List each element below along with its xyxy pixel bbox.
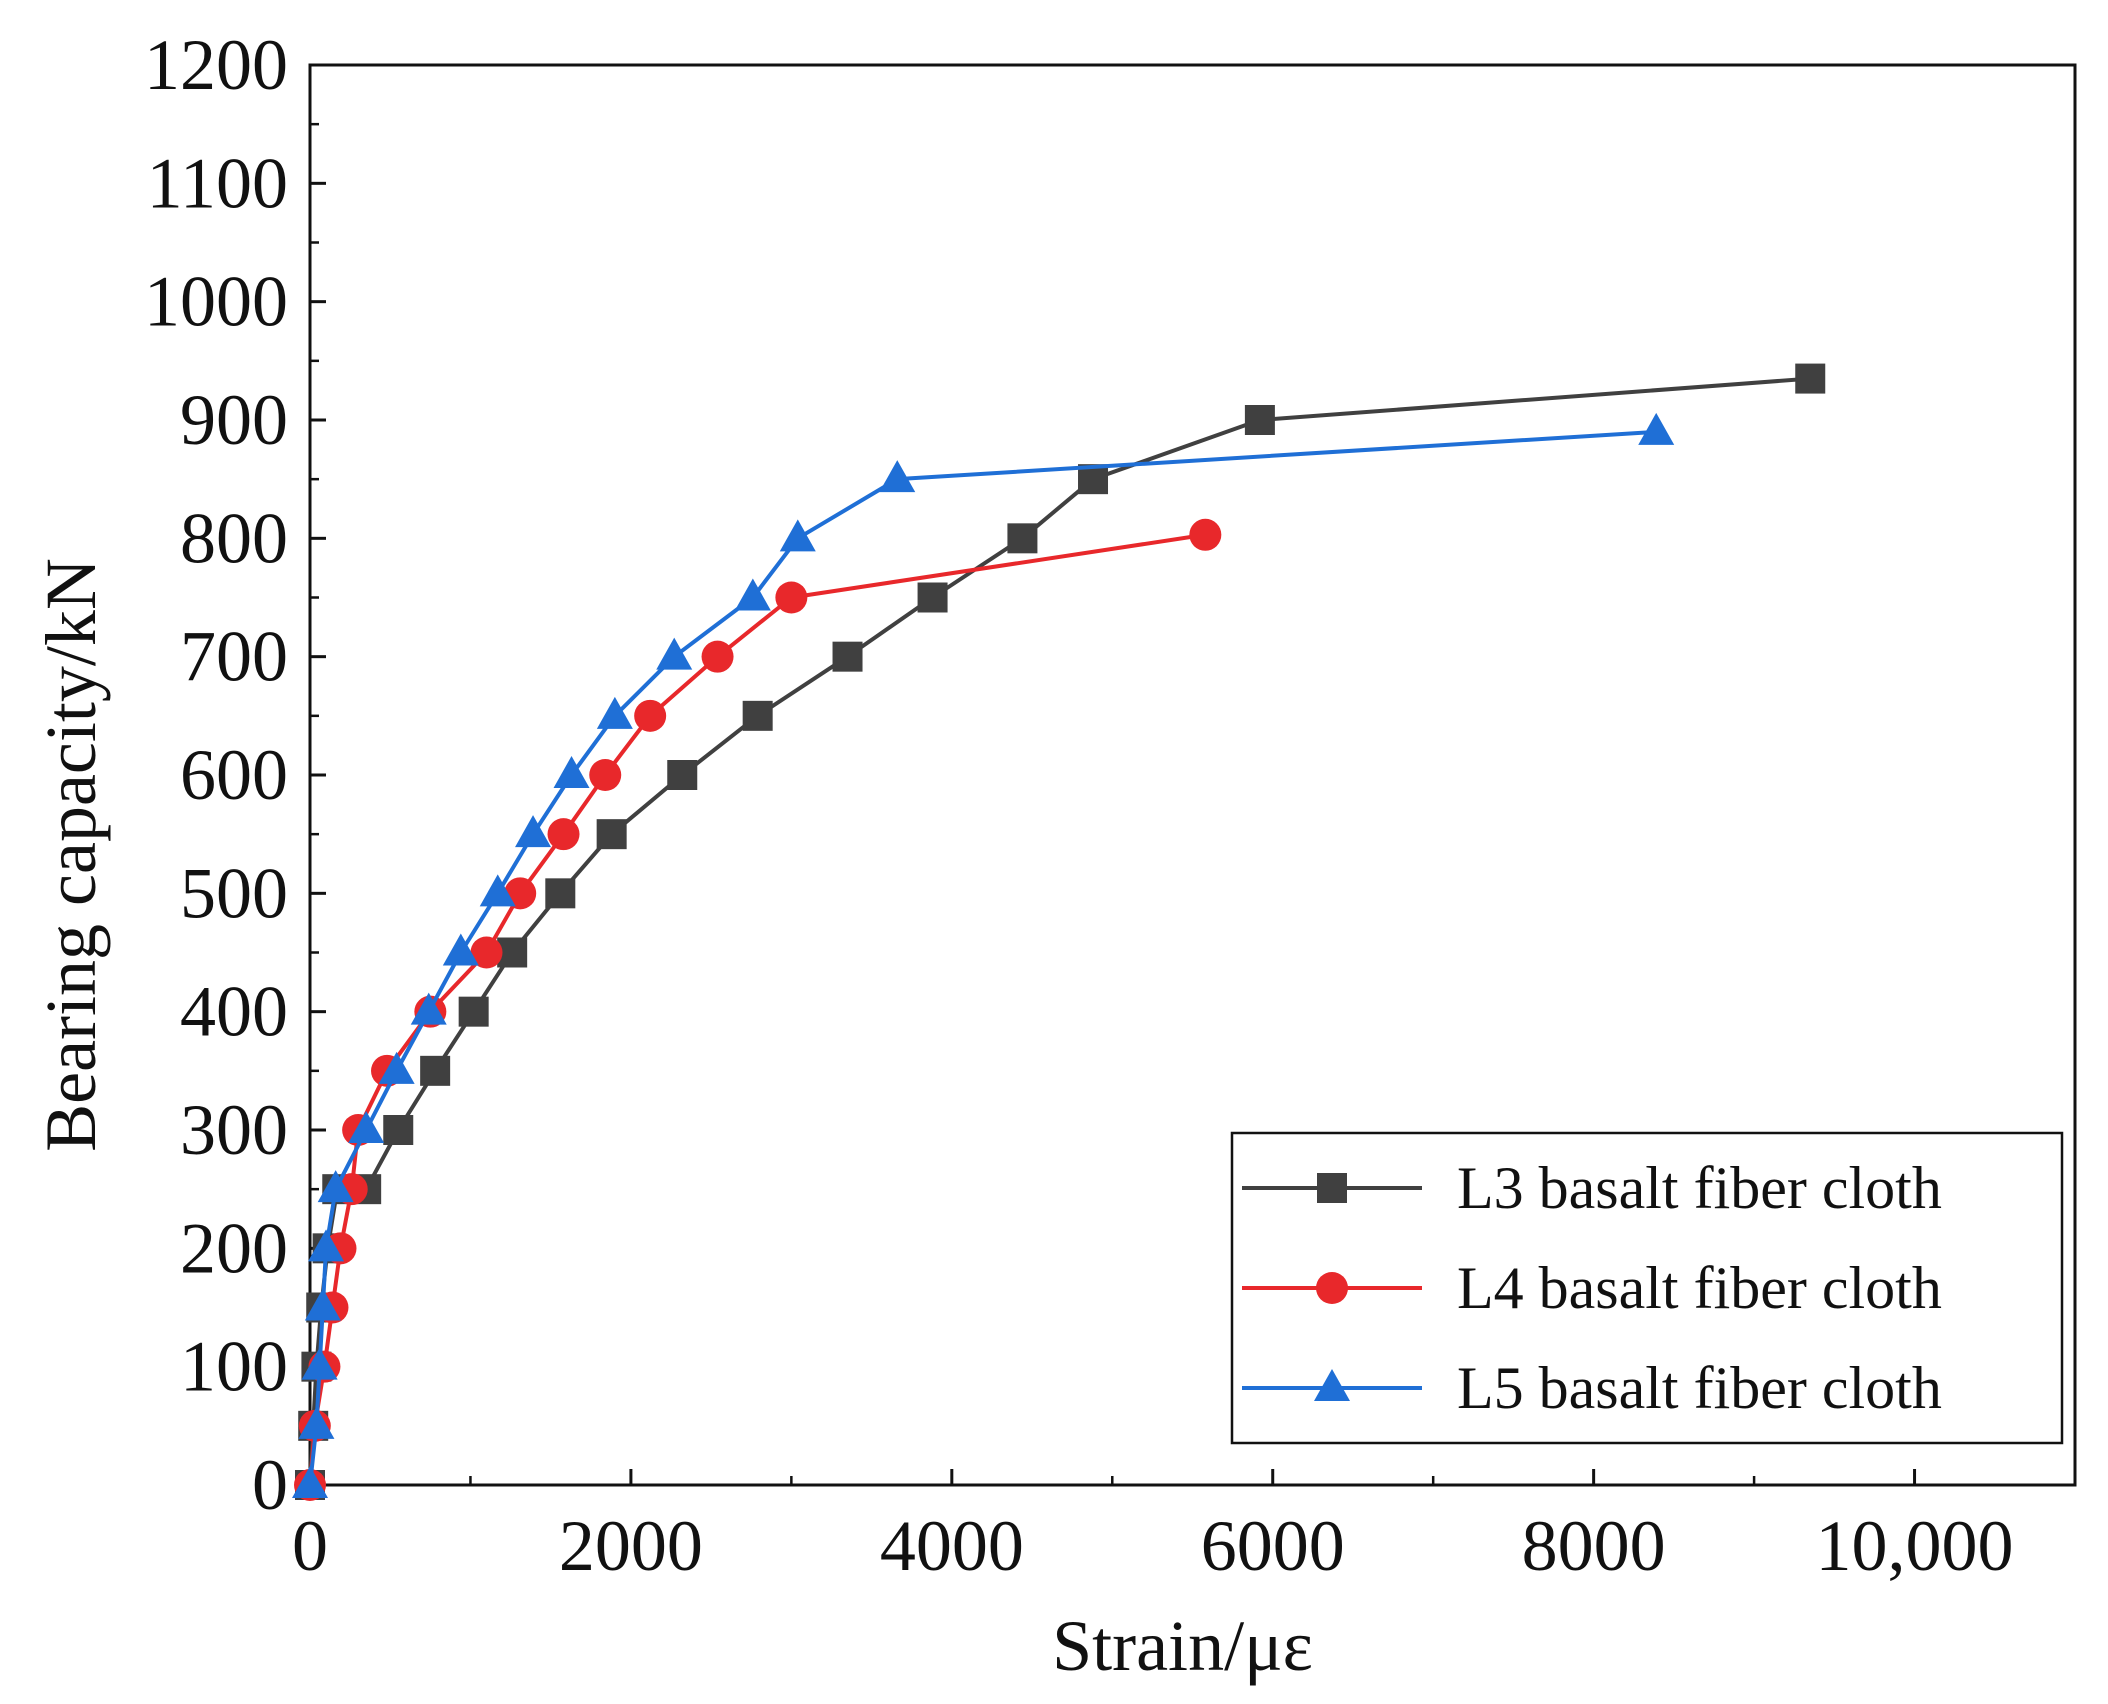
data-point: [779, 519, 816, 552]
data-point: [420, 1055, 451, 1086]
data-point: [515, 815, 552, 848]
legend: L3 basalt fiber cloth L4 basalt fiber clo…: [1230, 1131, 2064, 1445]
data-point: [1638, 412, 1675, 445]
data-point: [589, 759, 622, 791]
legend-label: L4 basalt fiber cloth: [1457, 1255, 1942, 1321]
legend-item: L3 basalt fiber cloth: [1242, 1155, 1942, 1221]
data-point: [775, 581, 808, 614]
series-3: [292, 412, 1675, 1498]
data-point: [383, 1115, 414, 1145]
data-point: [442, 933, 479, 966]
data-point: [348, 1111, 385, 1143]
data-point: [410, 992, 447, 1025]
legend-marker: [1316, 1272, 1348, 1304]
x-axis: 0 2000 4000 6000 8000 10,000: [292, 1469, 2014, 1586]
legend-item: L4 basalt fiber cloth: [1242, 1255, 1942, 1321]
data-point: [470, 936, 503, 969]
data-point: [304, 1288, 341, 1321]
y-tick-label: 600: [180, 735, 288, 815]
data-point: [596, 696, 633, 729]
y-tick-label: 100: [180, 1327, 288, 1407]
legend-item: L5 basalt fiber cloth: [1242, 1355, 1942, 1421]
legend-marker: [1314, 1369, 1350, 1401]
data-point: [701, 640, 734, 673]
x-tick-label: 8000: [1522, 1506, 1666, 1586]
data-point: [1007, 523, 1038, 554]
y-axis-title: Bearing capacity/kN: [31, 558, 111, 1152]
data-point: [1244, 405, 1275, 435]
y-tick-label: 300: [180, 1090, 288, 1170]
data-point: [547, 818, 580, 851]
data-point: [832, 641, 863, 672]
x-tick-label: 6000: [1201, 1506, 1345, 1586]
y-tick-label: 400: [180, 972, 288, 1052]
y-tick-label: 700: [180, 617, 288, 697]
data-point: [634, 699, 667, 732]
data-point: [479, 874, 516, 907]
data-point: [545, 878, 576, 909]
y-tick-label: 1000: [144, 262, 288, 342]
data-point: [917, 582, 948, 613]
data-point: [734, 578, 771, 611]
data-point: [1795, 363, 1826, 394]
data-point: [308, 1229, 345, 1262]
y-tick-label: 1100: [147, 143, 288, 223]
data-point: [317, 1170, 354, 1203]
data-point: [1189, 518, 1222, 551]
y-tick-label: 0: [252, 1445, 288, 1525]
data-point: [301, 1347, 338, 1380]
data-point: [742, 700, 773, 731]
y-tick-label: 900: [180, 380, 288, 460]
y-axis: 0 100 200 300 400 500 600 700 800 900 1000 1100 1200: [144, 25, 326, 1525]
y-tick-label: 500: [180, 853, 288, 933]
data-point: [596, 819, 627, 850]
x-tick-label: 10,000: [1816, 1506, 2014, 1586]
data-point: [292, 1466, 328, 1498]
y-tick-label: 1200: [144, 25, 288, 105]
data-point: [656, 637, 693, 670]
series-layer: [292, 363, 1826, 1501]
data-point: [378, 1051, 415, 1084]
x-tick-label: 2000: [559, 1506, 703, 1586]
data-point: [667, 760, 698, 790]
data-point: [298, 1406, 335, 1439]
x-tick-label: 0: [292, 1506, 328, 1586]
data-point: [553, 756, 590, 788]
y-tick-label: 200: [180, 1208, 288, 1288]
legend-label: L5 basalt fiber cloth: [1457, 1355, 1942, 1421]
data-point: [879, 460, 916, 493]
legend-marker: [1317, 1173, 1347, 1203]
x-tick-label: 4000: [880, 1506, 1024, 1586]
y-tick-label: 800: [180, 498, 288, 578]
x-axis-title: Strain/με: [1052, 1606, 1313, 1686]
data-point: [458, 996, 489, 1027]
legend-label: L3 basalt fiber cloth: [1457, 1155, 1942, 1221]
